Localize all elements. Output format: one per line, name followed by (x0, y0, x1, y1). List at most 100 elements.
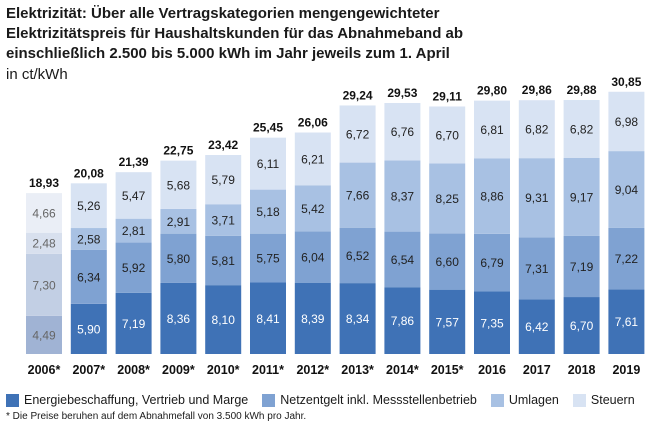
bar-segment-netz (70, 249, 107, 304)
data-label-steuern: 6,98 (615, 115, 639, 129)
bar-segment-umlagen (294, 185, 331, 232)
total-label: 18,93 (29, 176, 59, 190)
legend-item-umlagen: Umlagen (490, 391, 559, 409)
data-label-netz: 5,81 (212, 254, 236, 268)
total-label: 25,45 (253, 121, 283, 135)
data-label-umlagen: 2,91 (167, 215, 191, 229)
x-tick-label: 2018 (568, 363, 596, 377)
bar-segment-steuern (294, 132, 331, 186)
legend-label-netz: Netzentgelt inkl. Messstellenbetrieb (280, 393, 477, 407)
x-tick-label: 2009* (162, 363, 195, 377)
data-label-steuern: 6,21 (301, 152, 325, 166)
bar-segment-energie (115, 292, 152, 354)
unit-label: in ct/kWh (6, 66, 68, 83)
data-label-energie: 8,39 (301, 312, 325, 326)
data-label-energie: 6,42 (525, 320, 549, 334)
data-label-steuern: 6,72 (346, 128, 370, 142)
x-tick-label: 2011* (252, 363, 284, 377)
total-label: 23,42 (208, 138, 238, 152)
data-label-umlagen: 8,25 (436, 192, 460, 206)
legend-swatch-netz (262, 393, 276, 407)
bar-segment-umlagen (26, 232, 62, 254)
bar-segment-steuern (518, 100, 555, 159)
legend-item-steuern: Steuern (572, 391, 635, 409)
title-line-1: Elektrizität: Über alle Vertragskategori… (6, 5, 440, 22)
data-label-umlagen: 2,58 (77, 232, 101, 246)
legend-swatch-energie (6, 393, 19, 407)
data-label-energie: 8,41 (256, 312, 280, 326)
bar-segment-netz (384, 231, 421, 288)
data-label-energie: 7,57 (436, 315, 460, 329)
total-label: 29,88 (567, 83, 597, 97)
bar-segment-steuern (384, 102, 421, 161)
data-label-energie: 7,35 (480, 316, 504, 330)
total-label: 29,53 (387, 86, 417, 100)
total-label: 29,80 (477, 84, 507, 98)
bar-segment-energie (384, 287, 421, 354)
data-label-netz: 6,79 (480, 256, 504, 270)
title-line-2: Elektrizitätspreis für Haushaltskunden f… (6, 25, 464, 42)
total-label: 29,86 (522, 83, 552, 97)
bar-segment-steuern (608, 91, 645, 152)
title-line-3: einschließlich 2.500 bis 5.000 kWh im Ja… (6, 45, 450, 62)
data-label-energie: 7,86 (391, 314, 415, 328)
data-label-netz: 7,30 (32, 278, 56, 292)
data-label-energie: 8,34 (346, 312, 370, 326)
bar-segment-umlagen (608, 151, 645, 228)
data-label-netz: 5,92 (122, 261, 146, 275)
data-label-umlagen: 8,86 (480, 190, 504, 204)
data-label-netz: 5,80 (167, 252, 191, 266)
bar-segment-steuern (205, 155, 242, 205)
bar-segment-umlagen (205, 204, 242, 236)
total-label: 29,11 (433, 89, 463, 103)
data-label-netz: 7,22 (615, 252, 639, 266)
data-label-netz: 7,19 (570, 260, 594, 274)
bar-segment-energie (518, 299, 555, 354)
data-label-umlagen: 9,31 (525, 191, 549, 205)
legend-label-umlagen: Umlagen (508, 393, 559, 407)
bar-segment-steuern (70, 183, 107, 229)
data-label-umlagen: 7,66 (346, 189, 370, 203)
bar-segment-energie (250, 282, 286, 354)
bar-segment-steuern (563, 100, 600, 158)
bar-segment-umlagen (429, 163, 466, 234)
x-tick-label: 2017 (523, 363, 551, 377)
bar-segment-netz (205, 235, 242, 286)
bar-segment-energie (339, 283, 376, 354)
legend: Energiebeschaffung, Vertrieb und Marge N… (6, 391, 666, 409)
x-tick-label: 2019 (612, 363, 640, 377)
data-label-umlagen: 9,17 (570, 190, 594, 204)
bar-segment-netz (563, 235, 600, 298)
x-tick-label: 2010* (207, 363, 240, 377)
bar-segment-energie (474, 291, 510, 354)
data-label-steuern: 6,82 (570, 123, 594, 137)
bar-segment-energie (160, 282, 197, 354)
bar-segment-steuern (160, 160, 197, 209)
data-label-energie: 5,90 (77, 322, 101, 336)
bar-segment-netz (518, 237, 555, 300)
x-tick-label: 2006* (28, 363, 61, 377)
bar-segment-steuern (339, 105, 376, 163)
bar-segment-steuern (474, 100, 510, 159)
data-label-energie: 8,10 (212, 313, 236, 327)
chart-svg: 4,49 7,30 2,48 4,66 18,93 2006* 5,90 6,34 2,58 5,… (26, 75, 645, 377)
data-label-netz: 6,52 (346, 249, 370, 263)
bar-segment-netz (608, 227, 645, 290)
total-label: 21,39 (119, 155, 149, 169)
bar-segment-energie (26, 315, 62, 354)
bar-segment-umlagen (339, 162, 376, 228)
total-label: 22,75 (163, 144, 193, 158)
bar-segment-umlagen (518, 158, 555, 238)
bar-segment-energie (429, 289, 466, 354)
total-label: 26,06 (298, 115, 328, 129)
bar-segment-netz (339, 227, 376, 284)
bar-segment-energie (294, 282, 331, 354)
data-label-umlagen: 3,71 (212, 213, 236, 227)
legend-item-netz: Netzentgelt inkl. Messstellenbetrieb (262, 391, 477, 409)
data-label-energie: 6,70 (570, 319, 594, 333)
x-tick-label: 2014* (386, 363, 419, 377)
data-label-umlagen: 5,18 (256, 205, 280, 219)
x-tick-label: 2016 (478, 363, 506, 377)
data-label-steuern: 5,79 (212, 173, 236, 187)
data-label-netz: 6,04 (301, 251, 325, 265)
